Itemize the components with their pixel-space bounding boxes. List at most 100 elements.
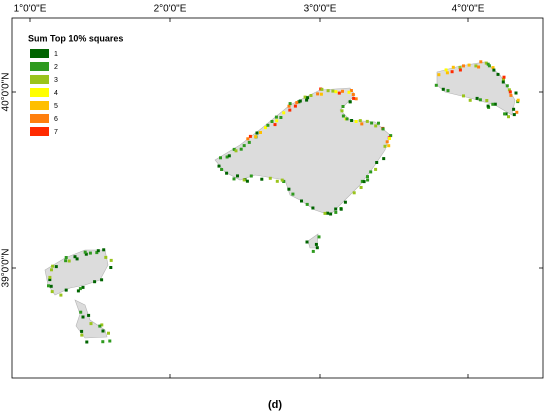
square [76,289,80,293]
square [345,117,349,121]
square [282,111,286,115]
x-label: 3°0'0"E [304,4,337,15]
square [50,268,53,272]
square [64,256,68,259]
square [89,322,93,326]
square [343,200,347,204]
square [326,89,330,93]
square [49,284,53,288]
square [107,331,110,335]
square [502,75,506,79]
square [387,144,391,148]
square [274,115,278,119]
square [73,255,77,259]
square [349,89,353,92]
square [486,104,490,108]
square [93,280,97,284]
square [348,100,352,104]
square [275,119,279,123]
square [88,251,92,255]
square [445,71,449,75]
square [467,63,471,67]
square [217,164,221,168]
square [309,94,313,97]
square [334,210,338,214]
square [507,88,511,92]
square [383,144,387,148]
square [245,179,249,183]
square [360,122,364,126]
legend: Sum Top 10% squares 1 2 3 4 5 6 7 [28,33,123,136]
square [59,293,63,297]
square [254,135,258,139]
square [341,105,345,108]
square [477,65,481,69]
square [81,285,85,289]
square [51,264,55,268]
square [389,134,393,138]
square [83,250,87,254]
square [48,278,52,282]
square [242,144,246,148]
square [341,89,344,93]
square [491,102,495,106]
square [334,207,338,211]
square [248,134,252,138]
square [78,287,82,291]
square [104,255,108,259]
square [279,116,283,119]
y-label: 39°0'0"N [1,249,12,288]
square [288,102,292,106]
square [315,246,319,250]
square [486,62,490,66]
square [288,108,292,112]
square [484,61,488,65]
square [501,80,505,84]
square [487,64,491,68]
square [508,90,512,94]
square [84,252,88,256]
square [225,155,229,159]
square [268,176,272,180]
square [220,168,224,171]
square [305,240,309,244]
square [232,177,236,181]
square [85,340,89,344]
square [109,266,113,269]
square [311,206,315,210]
square [358,119,362,123]
square [232,147,236,151]
square [306,96,310,100]
square [491,66,495,70]
square [340,109,344,113]
square [351,93,355,96]
legend-title: Sum Top 10% squares [28,33,123,43]
square [255,131,259,135]
x-label: 1°0'0"E [14,4,47,15]
square [360,179,364,183]
square [359,186,363,189]
square [260,177,264,181]
square [270,120,274,123]
square [502,77,505,81]
square [468,98,472,102]
square [366,178,370,182]
formentera [74,299,108,339]
square [246,137,250,141]
legend-swatch [30,127,49,136]
square [87,313,91,317]
square [264,126,267,130]
square [314,242,318,246]
square [350,119,354,122]
square [79,310,83,314]
square [458,65,462,69]
square [80,329,84,333]
square [295,101,299,105]
square [475,96,479,100]
squares [47,60,520,344]
square [48,275,52,279]
square [352,96,356,100]
square [512,113,516,117]
square [320,87,324,91]
square [341,114,345,118]
